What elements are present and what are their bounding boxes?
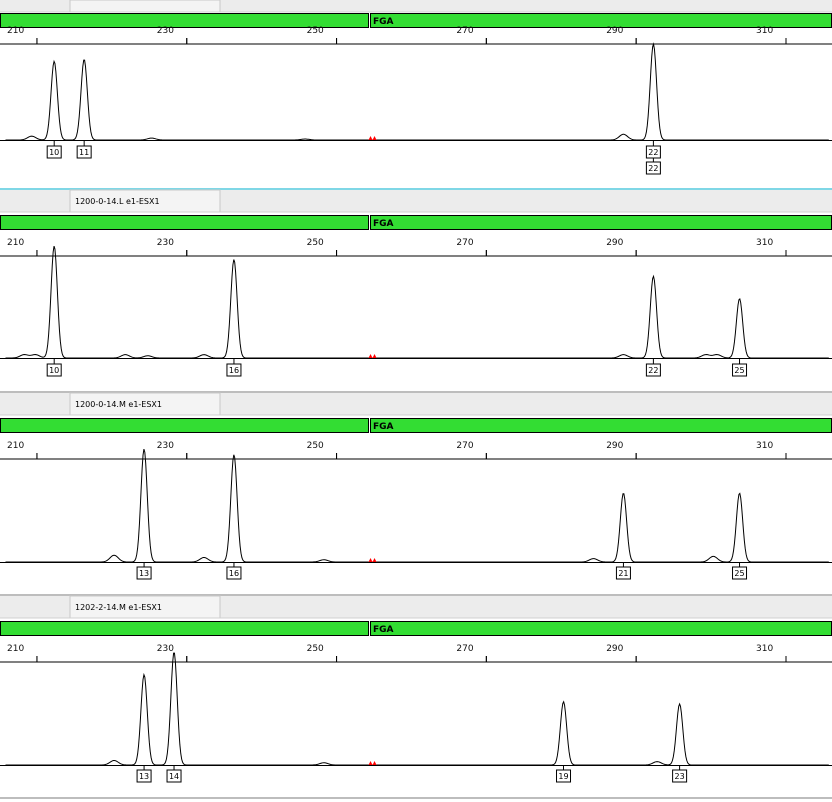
x-tick-label: 230 [157,238,174,248]
x-tick-label: 230 [157,26,174,36]
allele-label: 21 [618,569,628,578]
allele-label: 13 [139,772,149,781]
allele-label: 22 [648,366,658,375]
sample-panel: 1200-0-14.M e1-ESX1 FGA 210 230 250 270 290 310… [0,392,832,596]
trace-line [5,245,829,359]
x-tick-label: 210 [7,238,24,248]
allele-label: 13 [139,569,149,578]
allele-label: 14 [169,772,179,781]
x-tick-label: 250 [307,26,324,36]
panel-separator [0,188,832,190]
trace-line [5,448,829,563]
x-tick-label: 210 [7,26,24,36]
marker-bar-left[interactable] [0,621,369,636]
allele-label-box[interactable] [645,161,661,175]
allele-label: 22 [648,148,658,157]
allele-label: 10 [49,366,59,375]
x-tick-label: 310 [756,26,773,36]
x-tick-label: 310 [756,441,773,451]
reference-marker [368,354,377,358]
x-tick-label: 290 [606,26,623,36]
reference-marker [368,558,377,562]
sample-panel: 1202-2-14.M e1-ESX1 FGA 210 230 250 270 290 310… [0,595,832,799]
sample-label: 1200-0-14.L e1-ESX1 [75,197,160,206]
marker-name: FGA [373,17,394,27]
marker-bar-left[interactable] [0,13,369,28]
x-tick-label: 230 [157,644,174,654]
x-tick-label: 230 [157,441,174,451]
x-tick-label: 210 [7,644,24,654]
trace-line [5,42,829,141]
x-tick-label: 310 [756,644,773,654]
x-tick-label: 270 [456,26,473,36]
x-tick-label: 270 [456,644,473,654]
marker-bar-right[interactable] [370,418,832,433]
allele-label: 10 [49,148,59,157]
marker-name: FGA [373,422,394,432]
marker-name: FGA [373,625,394,635]
sample-panel: FGA 210 230 250 270 290 310 10 11 22 22 [0,0,832,190]
panel-separator [0,594,832,596]
allele-label: 22 [648,164,658,173]
sample-tab[interactable] [69,0,221,13]
x-tick-label: 270 [456,238,473,248]
x-tick-label: 270 [456,441,473,451]
reference-marker [368,136,377,140]
x-tick-label: 210 [7,441,24,451]
allele-label: 11 [79,148,89,157]
x-tick-label: 290 [606,441,623,451]
marker-bar-left[interactable] [0,215,369,230]
allele-label: 25 [734,366,744,375]
sample-label: 1200-0-14.M e1-ESX1 [75,400,162,409]
x-tick-label: 310 [756,238,773,248]
x-tick-label: 290 [606,644,623,654]
panel-separator [0,797,832,799]
sample-label: 1202-2-14.M e1-ESX1 [75,603,162,612]
allele-label: 23 [675,772,685,781]
marker-name: FGA [373,219,394,229]
marker-bar-right[interactable] [370,215,832,230]
marker-bar-right[interactable] [370,621,832,636]
sample-panel: 1200-0-14.L e1-ESX1 FGA 210 230 250 270 290 310… [0,189,832,393]
x-tick-label: 250 [307,238,324,248]
marker-bar-left[interactable] [0,418,369,433]
x-tick-label: 250 [307,441,324,451]
reference-marker [368,761,377,765]
allele-label: 16 [229,366,239,375]
allele-label: 19 [558,772,568,781]
panel-separator [0,391,832,393]
allele-label: 16 [229,569,239,578]
allele-label: 25 [734,569,744,578]
trace-line [5,652,829,766]
x-tick-label: 290 [606,238,623,248]
x-tick-label: 250 [307,644,324,654]
